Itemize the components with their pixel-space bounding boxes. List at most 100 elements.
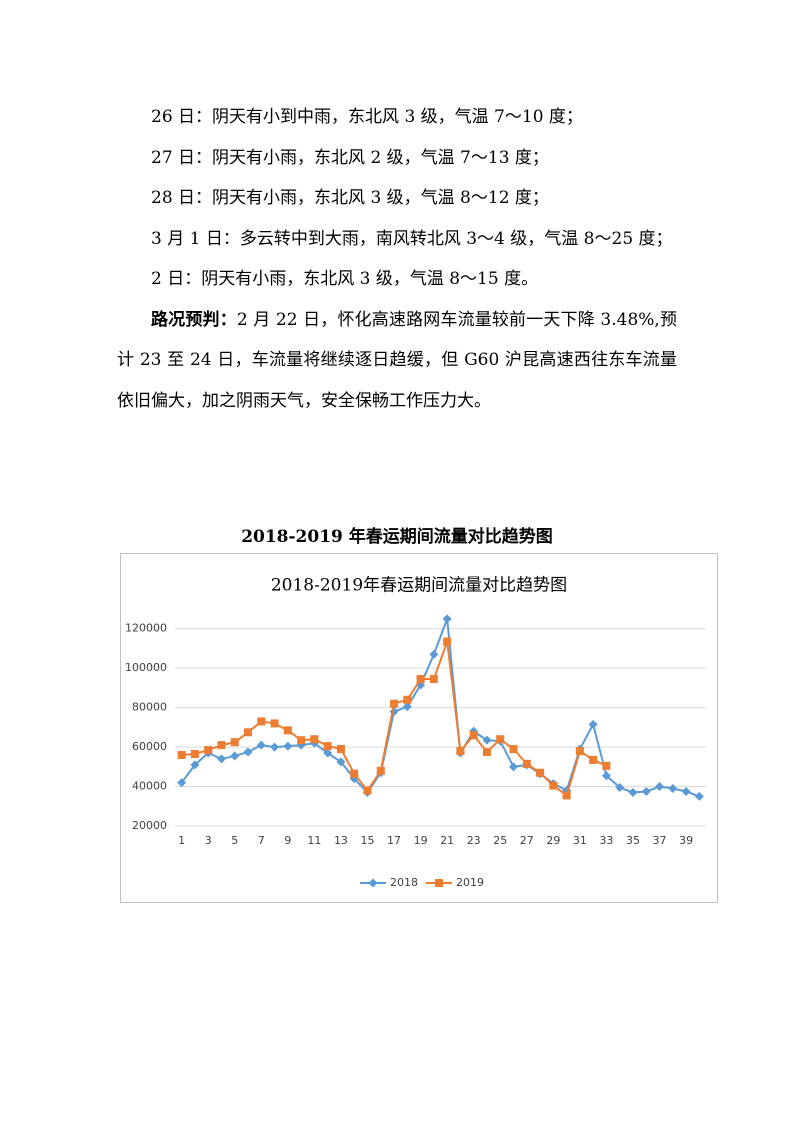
x-tick-label: 7 <box>258 834 265 847</box>
x-tick-label: 21 <box>440 834 454 847</box>
marker <box>323 748 333 758</box>
marker <box>562 791 571 800</box>
marker <box>509 745 518 754</box>
marker <box>482 748 491 757</box>
marker <box>376 766 385 775</box>
marker <box>588 719 598 729</box>
marker <box>230 738 239 747</box>
paragraph: 2 日：阴天有小雨，东北风 3 级，气温 8～15 度。 <box>151 269 539 289</box>
marker <box>403 695 412 704</box>
marker <box>363 786 372 795</box>
x-tick-label: 1 <box>178 834 185 847</box>
x-tick-label: 9 <box>284 834 291 847</box>
marker <box>190 749 199 758</box>
marker <box>655 782 665 792</box>
x-tick-label: 35 <box>626 834 640 847</box>
marker <box>601 771 611 781</box>
document: 26 日：阴天有小到中雨，东北风 3 级，气温 7～10 度； 27 日：阴天有… <box>117 97 677 421</box>
marker <box>350 769 359 778</box>
marker <box>482 735 492 745</box>
paragraph: 28 日：阴天有小雨，东北风 3 级，气温 8～12 度； <box>151 188 549 208</box>
chart-title: 2018-2019年春运期间流量对比趋势图 <box>271 576 567 596</box>
marker <box>283 741 293 751</box>
paragraph: 27 日：阴天有小雨，东北风 2 级，气温 7～13 度； <box>151 147 549 168</box>
marker <box>509 762 519 772</box>
text: 2 月 22 日，怀化高速路网车流量较前一天下降 3.48%,预计 23 至 2… <box>117 309 677 411</box>
lead: 路况预判： <box>151 309 237 330</box>
x-tick-label: 39 <box>679 834 693 847</box>
marker <box>390 699 399 708</box>
series-line <box>180 618 700 798</box>
x-tick-label: 15 <box>360 834 374 847</box>
x-tick-label: 27 <box>520 834 534 847</box>
marker <box>442 614 452 624</box>
x-tick-label: 13 <box>334 834 348 847</box>
marker <box>469 731 478 740</box>
x-tick-label: 3 <box>205 834 212 847</box>
marker <box>283 726 292 735</box>
chart-frame <box>120 553 718 903</box>
x-tick-label: 31 <box>573 834 587 847</box>
marker <box>297 736 306 745</box>
marker <box>456 747 465 756</box>
marker <box>681 786 691 796</box>
marker <box>575 747 584 756</box>
x-tick-label: 19 <box>414 834 428 847</box>
marker <box>230 751 240 761</box>
marker <box>323 742 332 751</box>
marker <box>641 786 651 796</box>
marker <box>549 781 558 790</box>
marker <box>257 717 266 726</box>
marker <box>244 728 253 737</box>
marker <box>522 759 531 768</box>
marker <box>668 784 678 794</box>
x-tick-label: 29 <box>546 834 560 847</box>
caption: 2018-2019 年春运期间流量对比趋势图 <box>241 527 553 547</box>
marker <box>416 675 425 684</box>
legend-label: 2019 <box>456 876 484 889</box>
marker <box>368 878 378 888</box>
marker <box>256 740 266 750</box>
marker <box>216 754 226 764</box>
marker <box>204 746 213 755</box>
marker <box>402 702 412 712</box>
marker <box>243 747 253 757</box>
marker <box>429 649 439 659</box>
chart: 2018-2019年春运期间流量对比趋势图 20000 40000 60000 800… <box>120 553 718 903</box>
x-tick-label: 23 <box>467 834 481 847</box>
x-tick-label: 25 <box>493 834 507 847</box>
y-tick-label: 80000 <box>132 701 167 714</box>
marker <box>615 783 625 793</box>
x-tick-label: 11 <box>307 834 321 847</box>
marker <box>336 745 345 754</box>
x-tick-label: 5 <box>231 834 238 847</box>
paragraph: 路况预判：2 月 22 日，怀化高速路网车流量较前一天下降 3.48%,预计 2… <box>117 300 677 422</box>
marker <box>435 879 443 887</box>
marker <box>536 768 545 777</box>
marker <box>177 778 187 788</box>
x-tick-label: 37 <box>653 834 667 847</box>
paragraph: 26 日：阴天有小到中雨，东北风 3 级，气温 7～10 度； <box>151 107 583 127</box>
paragraph: 3 月 1 日：多云转中到大雨，南风转北风 3～4 级，气温 8～25 度； <box>151 228 673 249</box>
legend-label: 2018 <box>390 876 418 889</box>
y-tick-label: 60000 <box>132 740 167 753</box>
marker <box>190 760 200 770</box>
marker <box>270 719 279 728</box>
marker <box>336 757 346 767</box>
marker <box>270 742 280 752</box>
y-tick-label: 100000 <box>125 661 167 674</box>
marker <box>496 735 505 744</box>
marker <box>177 750 186 759</box>
marker <box>589 755 598 764</box>
marker <box>217 741 226 750</box>
marker <box>443 637 452 646</box>
y-tick-label: 120000 <box>125 622 167 635</box>
marker <box>310 735 319 744</box>
marker <box>602 761 611 770</box>
y-tick-label: 40000 <box>132 780 167 793</box>
marker <box>694 791 704 801</box>
y-tick-label: 20000 <box>132 819 167 832</box>
marker <box>429 675 438 684</box>
marker <box>628 787 638 797</box>
